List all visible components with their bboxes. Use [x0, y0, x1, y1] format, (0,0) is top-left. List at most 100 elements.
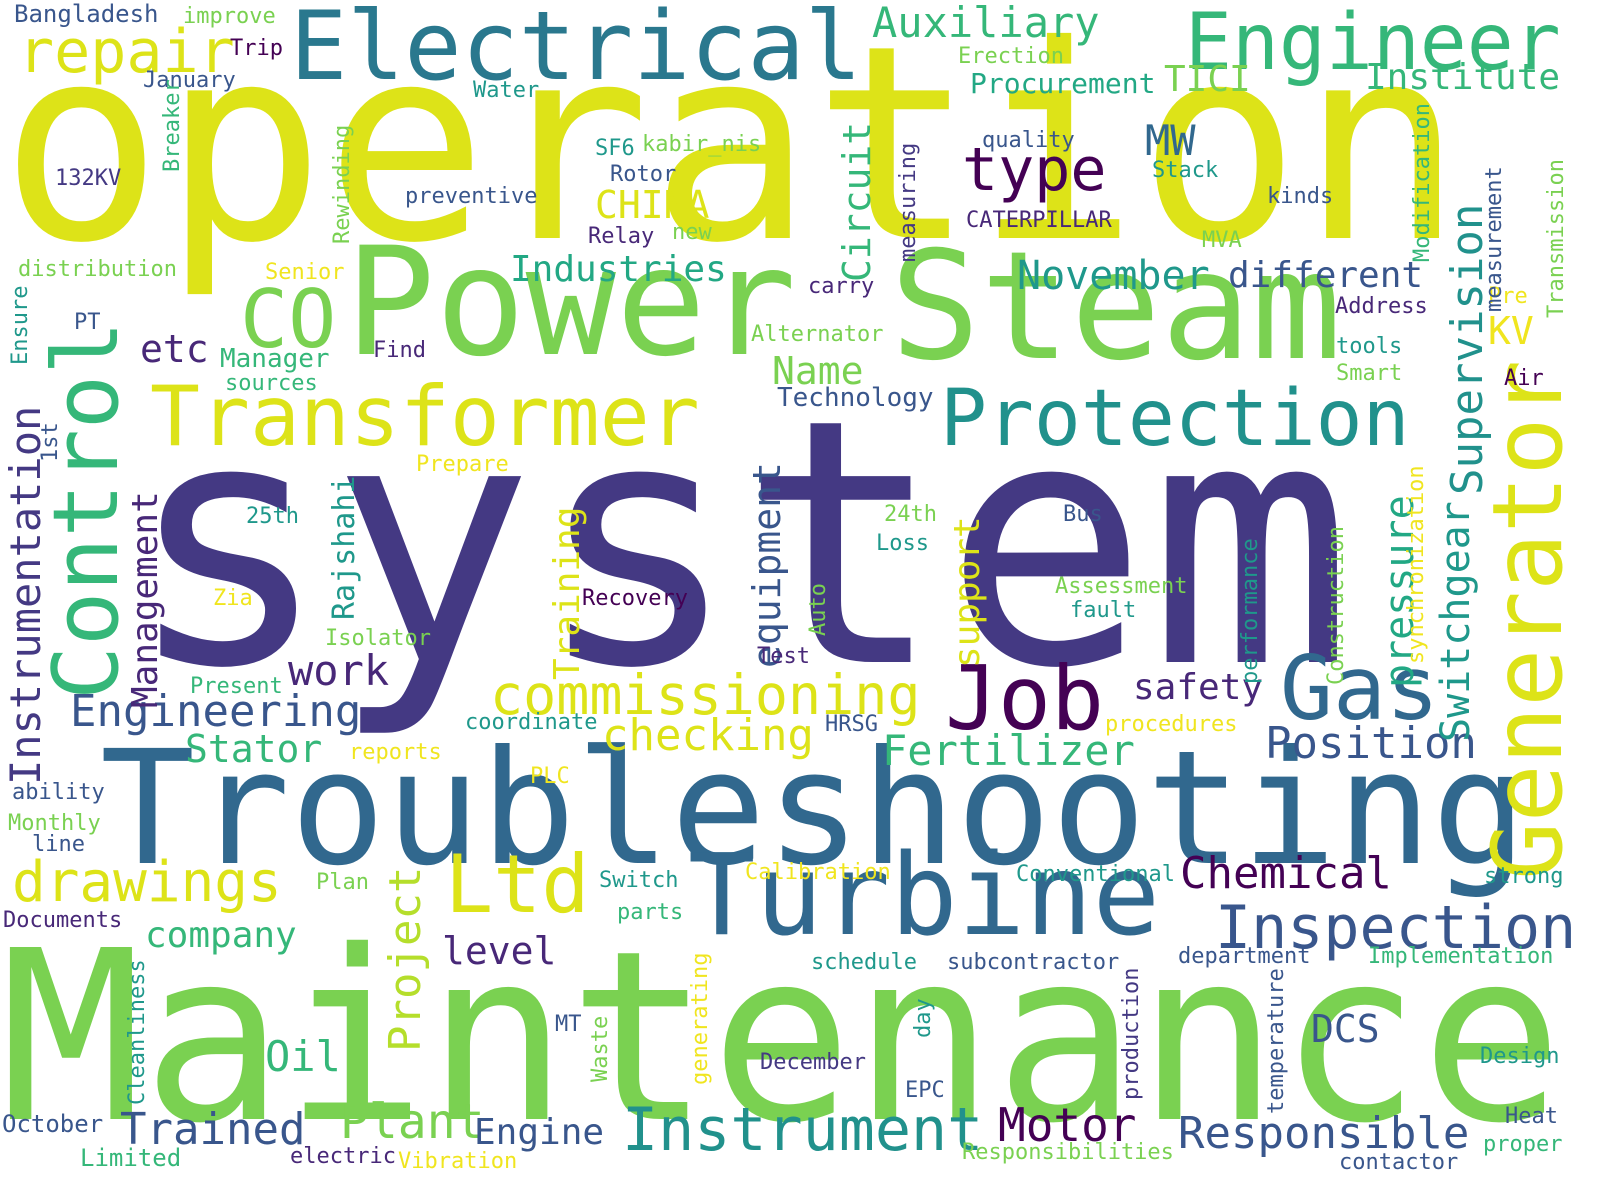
word-steam: Steam [890, 220, 1342, 394]
word-parts: parts [617, 900, 684, 925]
word-modification: Modification [1410, 103, 1435, 262]
word-quality: quality [982, 128, 1075, 153]
word-equipment: equipment [745, 462, 789, 668]
word-contactor: contactor [1339, 1150, 1459, 1175]
word-turbine: Turbine [688, 831, 1161, 961]
word-rajshahi: Rajshahi [327, 475, 362, 621]
word-checking: checking [602, 710, 814, 761]
word-pre: Pre [1488, 284, 1528, 309]
word-technology: Technology [777, 383, 934, 413]
word-instrumentation: Instrumentation [1, 405, 50, 785]
word-documents: Documents [3, 908, 123, 933]
word-support: support [947, 516, 988, 668]
word-system: system [125, 347, 1354, 743]
word-engineer: Engineer [1185, 0, 1561, 88]
word-loss: Loss [876, 531, 929, 556]
word-conventional: Conventional [1016, 862, 1175, 887]
word-inspection: Inspection [1215, 893, 1577, 963]
word-improve: improve [183, 4, 276, 29]
word-design: Design [1480, 1044, 1560, 1069]
word-oil: Oil [265, 1032, 341, 1081]
word-procurement: Procurement [970, 67, 1156, 100]
word-work: work [288, 646, 390, 695]
word-trip: Trip [230, 36, 283, 61]
word-24th: 24th [884, 502, 937, 527]
word-institute: Institute [1365, 57, 1561, 98]
word-temperature: temperature [1264, 968, 1289, 1114]
word-senior: Senior [265, 260, 345, 285]
word-transmission: Transmission [1544, 159, 1569, 318]
word-auxiliary: Auxiliary [872, 0, 1100, 47]
word-plc: PLC [530, 764, 570, 789]
word-kv: KV [1488, 309, 1534, 353]
word-fertilizer: Fertilizer [882, 726, 1135, 775]
word-construction: Construction [1324, 526, 1349, 685]
word-manager: Manager [220, 344, 330, 374]
word-prepare: Prepare [416, 452, 509, 477]
word-subcontractor: subcontractor [947, 950, 1120, 975]
word-engineering: Engineering [70, 686, 362, 737]
word-kabir-nis: kabir_nis [642, 132, 762, 157]
word-calibration: Calibration [745, 860, 891, 885]
word-etc: etc [140, 327, 209, 371]
word-synchronization: synchronization [1404, 465, 1429, 664]
word-caterpillar: CATERPILLAR [966, 208, 1112, 233]
word-position: Position [1265, 718, 1477, 769]
word-breaker: Breaker [160, 79, 185, 172]
word-find: Find [373, 338, 426, 363]
word-ensure: Ensure [8, 285, 33, 365]
word-responsible: Responsible [1178, 1108, 1470, 1159]
word-distribution: distribution [18, 257, 177, 282]
word-sf6: SF6 [595, 136, 635, 161]
word-mt: MT [555, 1012, 582, 1037]
word-generating: generating [688, 952, 713, 1085]
word-address: Address [1335, 294, 1428, 319]
word-january: January [143, 68, 236, 93]
word-plant: Plant [340, 1094, 485, 1150]
word-vibration: Vibration [398, 1149, 518, 1174]
word-isolator: Isolator [325, 626, 431, 651]
word-production: production [1119, 967, 1144, 1100]
word-epc: EPC [905, 1078, 945, 1103]
word-repair: repair [18, 17, 235, 87]
word-tici: TICI [1164, 59, 1251, 100]
word-operation: operation [0, 0, 1463, 302]
word-procedures: procedures [1105, 712, 1238, 737]
word-drawings: drawings [12, 850, 282, 915]
word-stator: Stator [185, 727, 323, 771]
word-name: Name [772, 349, 864, 393]
word-auto: Auto [806, 583, 831, 636]
word-tools: tools [1336, 334, 1403, 359]
word-measuring: measuring [896, 142, 921, 262]
word-level: level [442, 929, 557, 973]
word-company: company [145, 915, 297, 956]
word-alternator: Alternator [751, 322, 884, 347]
word-generator: Generator [1472, 359, 1584, 880]
word-dcs: DCS [1311, 1007, 1380, 1051]
word-rotor: Rotor [610, 162, 677, 187]
word-november: November [1017, 253, 1210, 299]
word-bangladesh: Bangladesh [14, 0, 159, 28]
word-december: December [760, 1050, 866, 1075]
word-responsibilities: Responsibilities [962, 1140, 1174, 1165]
word-circuit: Circuit [835, 121, 879, 282]
word-trained: Trained [120, 1104, 306, 1155]
word-carry: carry [808, 274, 875, 299]
word-zia: Zia [213, 586, 253, 611]
word-measurement: measurement [1482, 166, 1507, 312]
word-project: Project [380, 866, 431, 1052]
word-stack: Stack [1152, 158, 1219, 183]
word-department: department [1178, 944, 1311, 969]
word-limited: Limited [80, 1144, 182, 1172]
word-engine: Engine [474, 1112, 605, 1153]
word-motor: Motor [998, 1098, 1137, 1152]
word-electric: electric [290, 1144, 396, 1169]
word-schedule: schedule [811, 950, 917, 975]
word-mva: MVA [1202, 228, 1242, 253]
word-rewinding: Rewinding [330, 124, 355, 244]
word-kinds: kinds [1267, 184, 1334, 209]
word-smart: Smart [1336, 361, 1403, 386]
word-hrsg: HRSG [825, 712, 878, 737]
word-25th: 25th [246, 504, 299, 529]
